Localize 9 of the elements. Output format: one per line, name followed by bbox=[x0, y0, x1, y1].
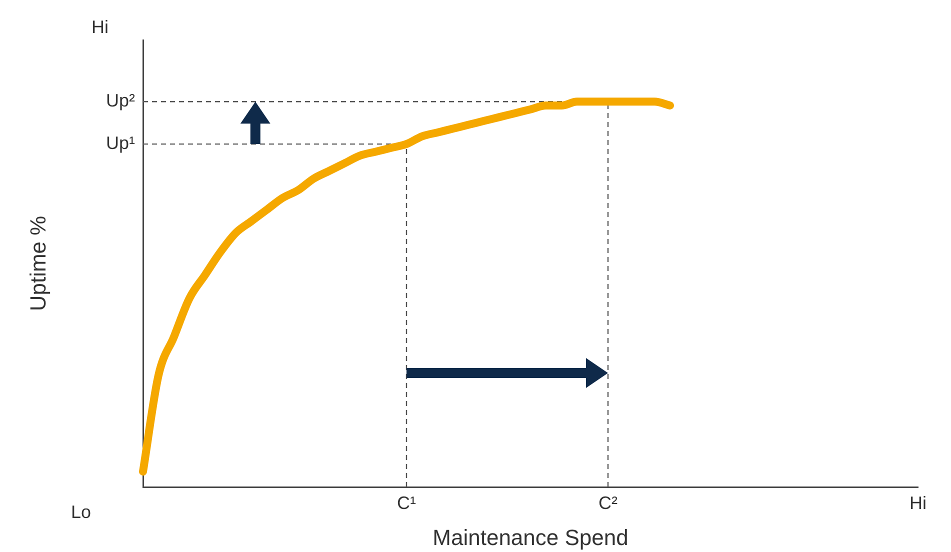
x-axis-title: Maintenance Spend bbox=[432, 524, 628, 550]
x-tick-label: C² bbox=[598, 492, 618, 513]
x-tick-label: C¹ bbox=[397, 492, 416, 513]
y-axis-title: Uptime % bbox=[25, 216, 50, 312]
ref-line-label: Up² bbox=[106, 90, 135, 111]
text: Hi bbox=[92, 16, 108, 37]
x-tick-label: Hi bbox=[910, 492, 926, 513]
ref-line-label: Up¹ bbox=[106, 133, 135, 154]
text: Lo bbox=[70, 502, 92, 522]
